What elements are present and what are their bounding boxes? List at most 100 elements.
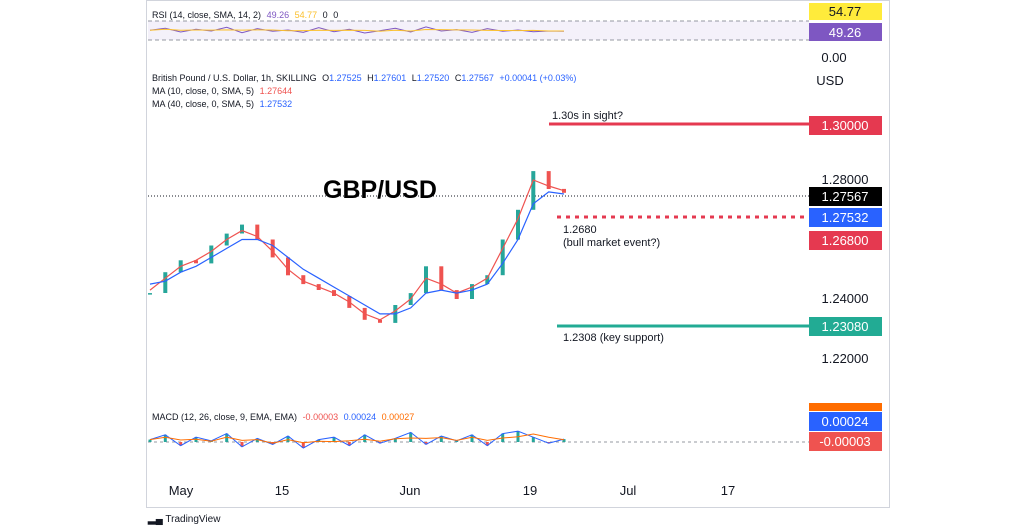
rsi-line xyxy=(149,26,565,34)
currency-label: USD xyxy=(816,73,843,88)
macd-histogram-bar xyxy=(378,442,382,444)
price-candle xyxy=(470,284,474,299)
badge-event xyxy=(809,231,882,250)
macd-histogram-bar xyxy=(547,442,551,444)
badge-support-text: 1.23080 xyxy=(822,319,869,334)
badge-ma40-text: 1.27532 xyxy=(822,210,869,225)
price-candle xyxy=(301,275,306,285)
badge-ma40 xyxy=(809,208,882,227)
price-candle xyxy=(485,275,490,285)
rsi-legend-label: RSI (14, close, SMA, 14, 2) xyxy=(152,10,262,20)
rsi-legend: RSI (14, close, SMA, 14, 2) 49.26 54.77 … xyxy=(152,10,338,20)
chart-frame xyxy=(146,0,890,508)
symbol-label: British Pound / U.S. Dollar, 1h, SKILLIN… xyxy=(152,73,317,83)
tick-1-28: 1.28000 xyxy=(822,172,869,187)
price-candle xyxy=(286,257,290,276)
rsi-ma-badge xyxy=(809,3,882,20)
rsi-series xyxy=(149,26,565,34)
event-text-annotation: (bull market event?) xyxy=(563,237,660,249)
tradingview-icon: ▂▄ xyxy=(148,514,163,525)
rsi-legend-value: 49.26 xyxy=(266,10,290,20)
price-candle xyxy=(531,171,536,210)
price-candle xyxy=(546,171,551,189)
macd-histogram-bar xyxy=(409,432,413,442)
change-value: +0.00041 (+0.03%) xyxy=(499,73,577,83)
ma40-line xyxy=(149,191,565,315)
macd-histogram-bar xyxy=(332,437,336,442)
price-candle xyxy=(148,293,152,295)
price-candle xyxy=(255,224,260,240)
macd-signal-value: 0.00027 xyxy=(381,412,415,422)
macd-histogram-bar xyxy=(286,436,290,442)
macd-histogram-bar xyxy=(363,434,367,442)
x-label-17: 17 xyxy=(721,483,735,498)
chart-title: GBP/USD xyxy=(323,176,437,204)
badge-resistance xyxy=(809,116,882,135)
ma10-line xyxy=(149,179,565,321)
badge-event-text: 1.26800 xyxy=(822,233,869,248)
badge-last-price-text: 1.27567 xyxy=(822,189,869,204)
macd-badge xyxy=(809,412,882,431)
resistance-annotation: 1.30s in sight? xyxy=(552,110,623,122)
macd-histogram-bar xyxy=(439,436,443,442)
low-value: 1.27520 xyxy=(416,73,450,83)
open-value: 1.27525 xyxy=(329,73,362,83)
x-label-jul: Jul xyxy=(620,483,637,498)
price-candle xyxy=(439,266,444,291)
rsi-badge xyxy=(809,23,882,41)
ma10-value: 1.27644 xyxy=(259,86,293,96)
macd-legend: MACD (12, 26, close, 9, EMA, EMA) -0.000… xyxy=(152,412,414,422)
close-value: 1.27567 xyxy=(461,73,494,83)
badge-resistance-text: 1.30000 xyxy=(822,118,869,133)
price-series xyxy=(148,171,566,323)
rsi-axis-zero: 0.00 xyxy=(821,50,846,65)
rsi-legend-extra2: 0 xyxy=(333,10,339,20)
macd-hist-value: -0.00003 xyxy=(302,412,339,422)
macd-histogram-bar xyxy=(148,439,152,442)
price-candle xyxy=(562,188,566,193)
tick-1-24: 1.24000 xyxy=(822,291,869,306)
macd-label: MACD (12, 26, close, 9, EMA, EMA) xyxy=(152,412,298,422)
support-annotation: 1.2308 (key support) xyxy=(563,332,664,344)
rsi-ma-line xyxy=(149,28,564,32)
low-label: L xyxy=(411,73,417,83)
macd-histogram-bar xyxy=(347,442,351,446)
price-candle xyxy=(240,224,244,234)
high-label: H xyxy=(367,73,374,83)
event-level-annotation: 1.2680 xyxy=(563,224,597,236)
rsi-ma-badge-text: 54.77 xyxy=(829,4,862,19)
ma10-legend: MA (10, close, 0, SMA, 5) 1.27644 xyxy=(152,86,292,96)
price-candle xyxy=(194,260,198,264)
badge-support xyxy=(809,317,882,336)
macd-hist-badge-text: -0.00003 xyxy=(819,434,870,449)
macd-histogram-bar xyxy=(255,438,259,442)
macd-histogram-bar xyxy=(424,442,428,445)
price-candle xyxy=(270,239,275,258)
x-label-15: 15 xyxy=(275,483,289,498)
ma40-label: MA (40, close, 0, SMA, 5) xyxy=(152,99,255,109)
macd-value: 0.00024 xyxy=(343,412,377,422)
high-value: 1.27601 xyxy=(373,73,407,83)
rsi-legend-ma: 54.77 xyxy=(294,10,318,20)
macd-histogram-bar xyxy=(393,438,397,442)
open-label: O xyxy=(322,73,330,83)
price-legend: British Pound / U.S. Dollar, 1h, SKILLIN… xyxy=(152,73,576,83)
x-label-19: 19 xyxy=(523,483,537,498)
macd-histogram-bar xyxy=(240,442,244,447)
macd-signal-badge xyxy=(809,403,882,411)
macd-badge-text: 0.00024 xyxy=(822,414,869,429)
macd-signal-line xyxy=(149,433,565,444)
macd-histogram-bar xyxy=(485,442,489,446)
macd-histogram-bar xyxy=(455,440,459,442)
tick-1-22: 1.22000 xyxy=(822,351,869,366)
tradingview-logo[interactable]: ▂▄ TradingView xyxy=(148,514,220,525)
macd-histogram-bar xyxy=(562,439,566,442)
macd-histogram-bar xyxy=(163,434,167,442)
price-candle xyxy=(209,245,214,264)
price-candle xyxy=(516,209,520,240)
x-label-may: May xyxy=(169,483,194,498)
x-label-jun: Jun xyxy=(400,483,421,498)
macd-histogram-bar xyxy=(301,442,305,448)
price-candle xyxy=(163,272,168,293)
